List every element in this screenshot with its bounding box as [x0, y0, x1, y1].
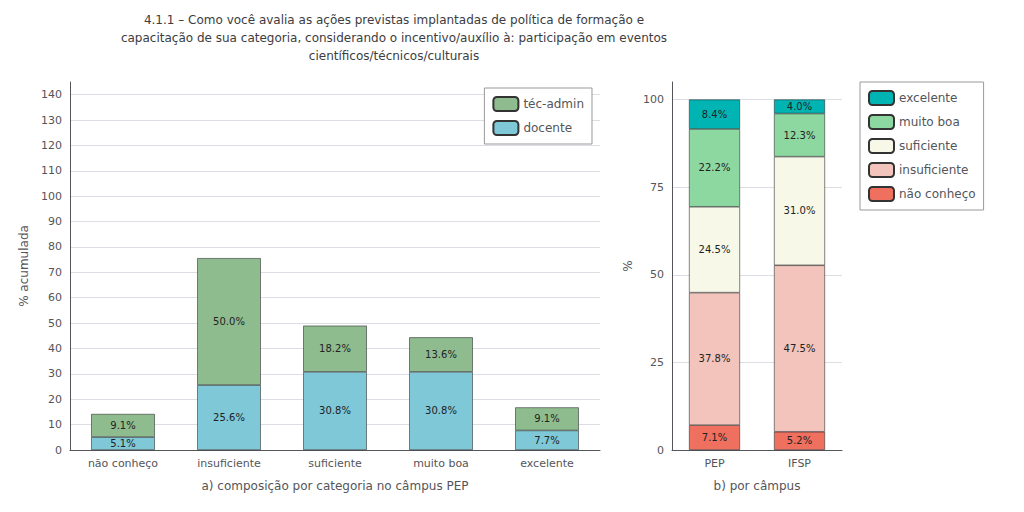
svg-text:12.3%: 12.3% [784, 130, 816, 141]
svg-text:não conheço: não conheço [899, 187, 976, 201]
svg-text:4.1.1 – Como você avalia as aç: 4.1.1 – Como você avalia as ações previs… [144, 13, 644, 27]
svg-text:110: 110 [41, 164, 62, 177]
svg-text:25.6%: 25.6% [213, 412, 245, 423]
svg-text:5.1%: 5.1% [110, 438, 135, 449]
svg-text:não conheço: não conheço [88, 457, 158, 470]
svg-text:a) composição por categoria no: a) composição por categoria no câmpus PE… [201, 479, 468, 493]
svg-text:5.2%: 5.2% [787, 435, 812, 446]
svg-text:9.1%: 9.1% [534, 413, 559, 424]
svg-text:80: 80 [48, 240, 62, 253]
svg-text:70: 70 [48, 266, 62, 279]
svg-text:insuficiente: insuficiente [899, 163, 968, 177]
svg-text:suficiente: suficiente [308, 457, 362, 470]
svg-text:muito boa: muito boa [413, 457, 469, 470]
svg-text:suficiente: suficiente [899, 139, 957, 153]
svg-text:60: 60 [48, 291, 62, 304]
svg-text:30.8%: 30.8% [319, 405, 351, 416]
svg-text:90: 90 [48, 215, 62, 228]
svg-text:24.5%: 24.5% [699, 244, 731, 255]
svg-text:insuficiente: insuficiente [197, 457, 261, 470]
svg-text:130: 130 [41, 114, 62, 127]
svg-text:10: 10 [48, 418, 62, 431]
svg-text:excelente: excelente [899, 91, 957, 105]
svg-text:8.4%: 8.4% [702, 109, 727, 120]
svg-text:30: 30 [48, 367, 62, 380]
svg-text:científicos/técnicos/culturais: científicos/técnicos/culturais [309, 49, 479, 63]
svg-text:20: 20 [48, 393, 62, 406]
svg-text:120: 120 [41, 139, 62, 152]
svg-text:50: 50 [48, 317, 62, 330]
svg-text:7.7%: 7.7% [534, 435, 559, 446]
svg-text:18.2%: 18.2% [319, 343, 351, 354]
svg-text:b) por câmpus: b) por câmpus [714, 479, 801, 493]
svg-text:37.8%: 37.8% [699, 353, 731, 364]
svg-text:capacitação de sua categoria,: capacitação de sua categoria, consideran… [121, 31, 667, 45]
svg-text:140: 140 [41, 88, 62, 101]
svg-text:40: 40 [48, 342, 62, 355]
svg-text:excelente: excelente [520, 457, 574, 470]
svg-text:100: 100 [41, 190, 62, 203]
svg-text:31.0%: 31.0% [784, 205, 816, 216]
svg-text:9.1%: 9.1% [110, 420, 135, 431]
svg-text:7.1%: 7.1% [702, 432, 727, 443]
svg-text:téc-admin: téc-admin [523, 97, 584, 111]
svg-text:50: 50 [650, 268, 664, 281]
svg-text:100: 100 [643, 93, 664, 106]
svg-text:% acumulada: % acumulada [17, 225, 31, 307]
svg-text:docente: docente [523, 121, 572, 135]
svg-text:muito boa: muito boa [899, 115, 960, 129]
svg-text:4.0%: 4.0% [787, 101, 812, 112]
svg-text:0: 0 [657, 444, 664, 457]
svg-text:PEP: PEP [704, 457, 725, 470]
svg-text:30.8%: 30.8% [425, 405, 457, 416]
svg-text:22.2%: 22.2% [699, 162, 731, 173]
svg-text:13.6%: 13.6% [425, 349, 457, 360]
svg-text:50.0%: 50.0% [213, 316, 245, 327]
svg-text:25: 25 [650, 356, 664, 369]
svg-text:%: % [621, 260, 635, 271]
svg-text:IFSP: IFSP [788, 457, 811, 470]
svg-text:75: 75 [650, 181, 664, 194]
svg-text:0: 0 [55, 444, 62, 457]
svg-text:47.5%: 47.5% [784, 343, 816, 354]
